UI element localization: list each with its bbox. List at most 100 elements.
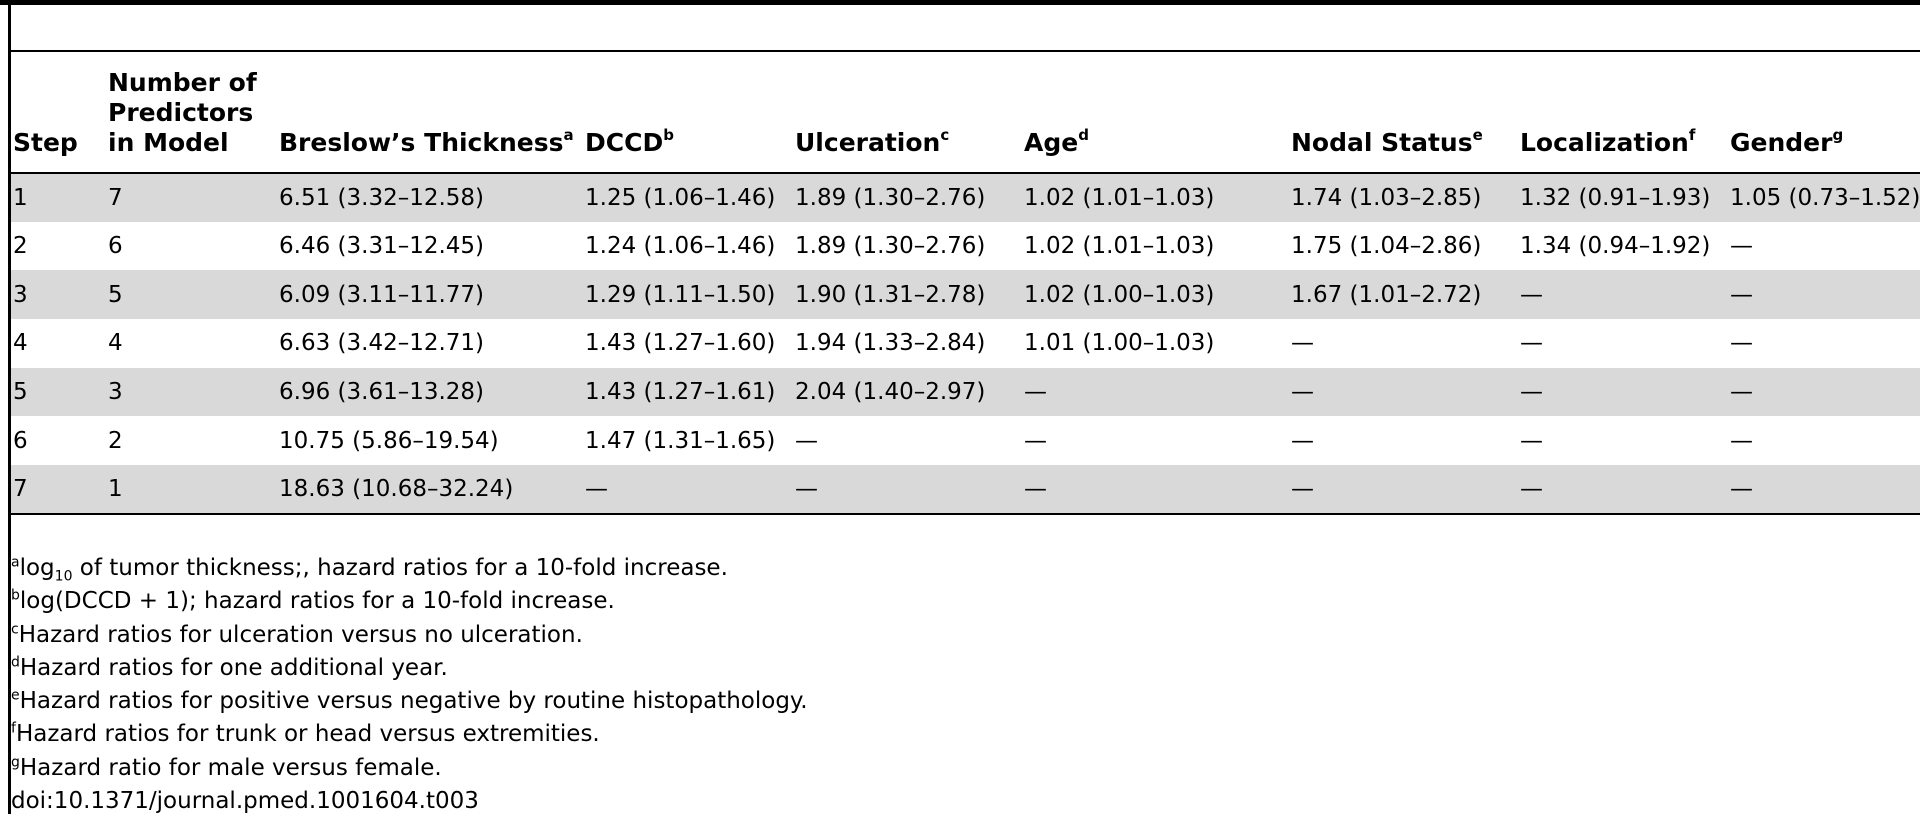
table-cell: — bbox=[795, 427, 818, 454]
table-cell: — bbox=[1024, 427, 1047, 454]
footnote-marker: b bbox=[663, 125, 674, 144]
column-header: Localizationf bbox=[1518, 50, 1728, 174]
footnote: eHazard ratios for positive versus negat… bbox=[11, 685, 808, 718]
footnote-marker: f bbox=[11, 720, 16, 737]
table-cell: — bbox=[1291, 330, 1314, 357]
footnote-marker: a bbox=[563, 125, 574, 144]
column-header-label: Nodal Status bbox=[1291, 128, 1473, 157]
table-cell: 2 bbox=[108, 427, 123, 454]
footnote-text: Hazard ratios for trunk or head versus e… bbox=[15, 721, 600, 748]
table-cell: 1.32 (0.91–1.93) bbox=[1520, 184, 1711, 211]
column-header: Aged bbox=[1022, 50, 1289, 174]
table-cell: 1.43 (1.27–1.60) bbox=[585, 330, 776, 357]
table-cell: — bbox=[1291, 379, 1314, 406]
footnote: dHazard ratios for one additional year. bbox=[11, 652, 808, 685]
top-border-rule bbox=[0, 0, 1920, 5]
column-header: Genderg bbox=[1728, 50, 1920, 174]
table-cell: — bbox=[1520, 281, 1543, 308]
column-header-label: Localization bbox=[1520, 128, 1689, 157]
column-header: Step bbox=[11, 50, 106, 174]
footnote-marker: e bbox=[11, 687, 20, 704]
table-cell: — bbox=[1518, 465, 1728, 515]
footnote-marker: e bbox=[1472, 125, 1483, 144]
table-cell: 1 bbox=[106, 465, 277, 515]
table-cell: 7 bbox=[108, 184, 123, 211]
footnote: fHazard ratios for trunk or head versus … bbox=[11, 718, 808, 751]
table-cell: — bbox=[793, 465, 1022, 515]
table-cell: 1.67 (1.01–2.72) bbox=[1291, 281, 1482, 308]
table-cell: 5 bbox=[108, 281, 123, 308]
footnote-text: Hazard ratios for ulceration versus no u… bbox=[18, 621, 583, 648]
table-cell: 6.09 (3.11–11.77) bbox=[279, 281, 485, 308]
footnote-marker: d bbox=[1078, 125, 1089, 144]
table-cell: 3 bbox=[108, 379, 123, 406]
table-cell: — bbox=[1520, 330, 1543, 357]
table-row: 3 5 6.09 (3.11–11.77) 1.29 (1.11–1.50) 1.90 … bbox=[11, 270, 1920, 320]
footnote-prefix: log bbox=[19, 555, 55, 581]
column-header: DCCDb bbox=[583, 50, 793, 174]
table-cell: 6 bbox=[13, 427, 28, 454]
table-cell: — bbox=[1730, 379, 1753, 406]
table-row: 5 3 6.96 (3.61–13.28) 1.43 (1.27–1.61) 2.04 … bbox=[11, 367, 1920, 417]
column-header-label: Breslow’s Thickness bbox=[279, 128, 564, 157]
column-header: Nodal Statuse bbox=[1289, 50, 1518, 174]
table-cell: 1.34 (0.94–1.92) bbox=[1520, 233, 1711, 260]
table-cell: 1.89 (1.30–2.76) bbox=[795, 184, 986, 211]
footnote-text: Hazard ratios for one additional year. bbox=[19, 654, 448, 681]
table-cell: 6.51 (3.32–12.58) bbox=[279, 184, 485, 211]
footnote-text: Hazard ratios for positive versus negati… bbox=[19, 688, 808, 715]
table-cell: 4 bbox=[108, 330, 123, 357]
table-cell: — bbox=[1024, 379, 1047, 406]
table-cell: 10.75 (5.86–19.54) bbox=[279, 427, 499, 454]
table-cell: 2 bbox=[13, 233, 28, 260]
table-row: 4 4 6.63 (3.42–12.71) 1.43 (1.27–1.60) 1.94 … bbox=[11, 319, 1920, 368]
column-header-label: Age bbox=[1024, 128, 1079, 157]
table-cell: 5 bbox=[13, 379, 28, 406]
table-row: 6 2 10.75 (5.86–19.54) 1.47 (1.31–1.65) — — — —… bbox=[11, 416, 1920, 465]
table-cell: 1 bbox=[13, 184, 28, 211]
footnote-marker: b bbox=[11, 587, 20, 604]
footnote-marker: d bbox=[11, 654, 20, 671]
footnote-marker: g bbox=[1832, 125, 1844, 144]
table-cell: 1.01 (1.00–1.03) bbox=[1024, 330, 1215, 357]
table-cell: 7 bbox=[11, 465, 106, 515]
table-cell: 1.90 (1.31–2.78) bbox=[795, 281, 986, 308]
footnote-text: Hazard ratio for male versus female. bbox=[19, 754, 442, 781]
table-cell: 6.96 (3.61–13.28) bbox=[279, 379, 485, 406]
table-cell: 1.29 (1.11–1.50) bbox=[585, 281, 776, 308]
table-row: 2 6 6.46 (3.31–12.45) 1.24 (1.06–1.46) 1.89 … bbox=[11, 222, 1920, 271]
table-body: 1 7 6.51 (3.32–12.58) 1.25 (1.06–1.46) 1.89 … bbox=[11, 173, 1920, 515]
table-cell: — bbox=[1730, 281, 1753, 308]
table-cell: — bbox=[1289, 465, 1518, 515]
table-cell: 1.43 (1.27–1.61) bbox=[585, 379, 776, 406]
table-cell: 1.25 (1.06–1.46) bbox=[585, 184, 776, 211]
table-row: 1 7 6.51 (3.32–12.58) 1.25 (1.06–1.46) 1.89 … bbox=[11, 173, 1920, 222]
column-header-label: Number of Predictors in Model bbox=[108, 68, 257, 157]
table-cell: 1.89 (1.30–2.76) bbox=[795, 233, 986, 260]
table-cell: 1.05 (0.73–1.52) bbox=[1730, 184, 1920, 211]
table-cell: 1.02 (1.01–1.03) bbox=[1024, 233, 1215, 260]
footnote-marker: a bbox=[11, 554, 20, 571]
footnote-marker: c bbox=[11, 620, 19, 637]
table-cell: 6 bbox=[108, 233, 123, 260]
column-header: Ulcerationc bbox=[793, 50, 1022, 174]
table-cell: 2.04 (1.40–2.97) bbox=[795, 379, 986, 406]
table-cell: — bbox=[1291, 427, 1314, 454]
table-cell: — bbox=[1730, 233, 1753, 260]
left-border-rule bbox=[8, 0, 11, 814]
footnote-text: log(DCCD + 1); hazard ratios for a 10-fo… bbox=[19, 588, 615, 615]
column-header-label: Ulceration bbox=[795, 128, 941, 157]
table-cell: 1.75 (1.04–2.86) bbox=[1291, 233, 1482, 260]
footnote-marker: f bbox=[1688, 125, 1696, 144]
doi-text: doi:10.1371/journal.pmed.1001604.t003 bbox=[11, 788, 479, 815]
table-cell: 1.02 (1.01–1.03) bbox=[1024, 184, 1215, 211]
footnote: blog(DCCD + 1); hazard ratios for a 10-f… bbox=[11, 585, 808, 618]
hazard-ratio-table: Step Number of Predictors in Model Breslow… bbox=[11, 50, 1920, 515]
footnote: alog10 of tumor thickness;, hazard ratio… bbox=[11, 552, 808, 585]
hazard-ratio-table-container: Step Number of Predictors in Model Breslow… bbox=[11, 50, 1920, 515]
table-cell: — bbox=[1730, 330, 1753, 357]
table-cell: 6.46 (3.31–12.45) bbox=[279, 233, 485, 260]
footnote-text: of tumor thickness;, hazard ratios for a… bbox=[72, 555, 728, 581]
footnote: cHazard ratios for ulceration versus no … bbox=[11, 619, 808, 652]
footnote: gHazard ratio for male versus female. bbox=[11, 752, 808, 785]
